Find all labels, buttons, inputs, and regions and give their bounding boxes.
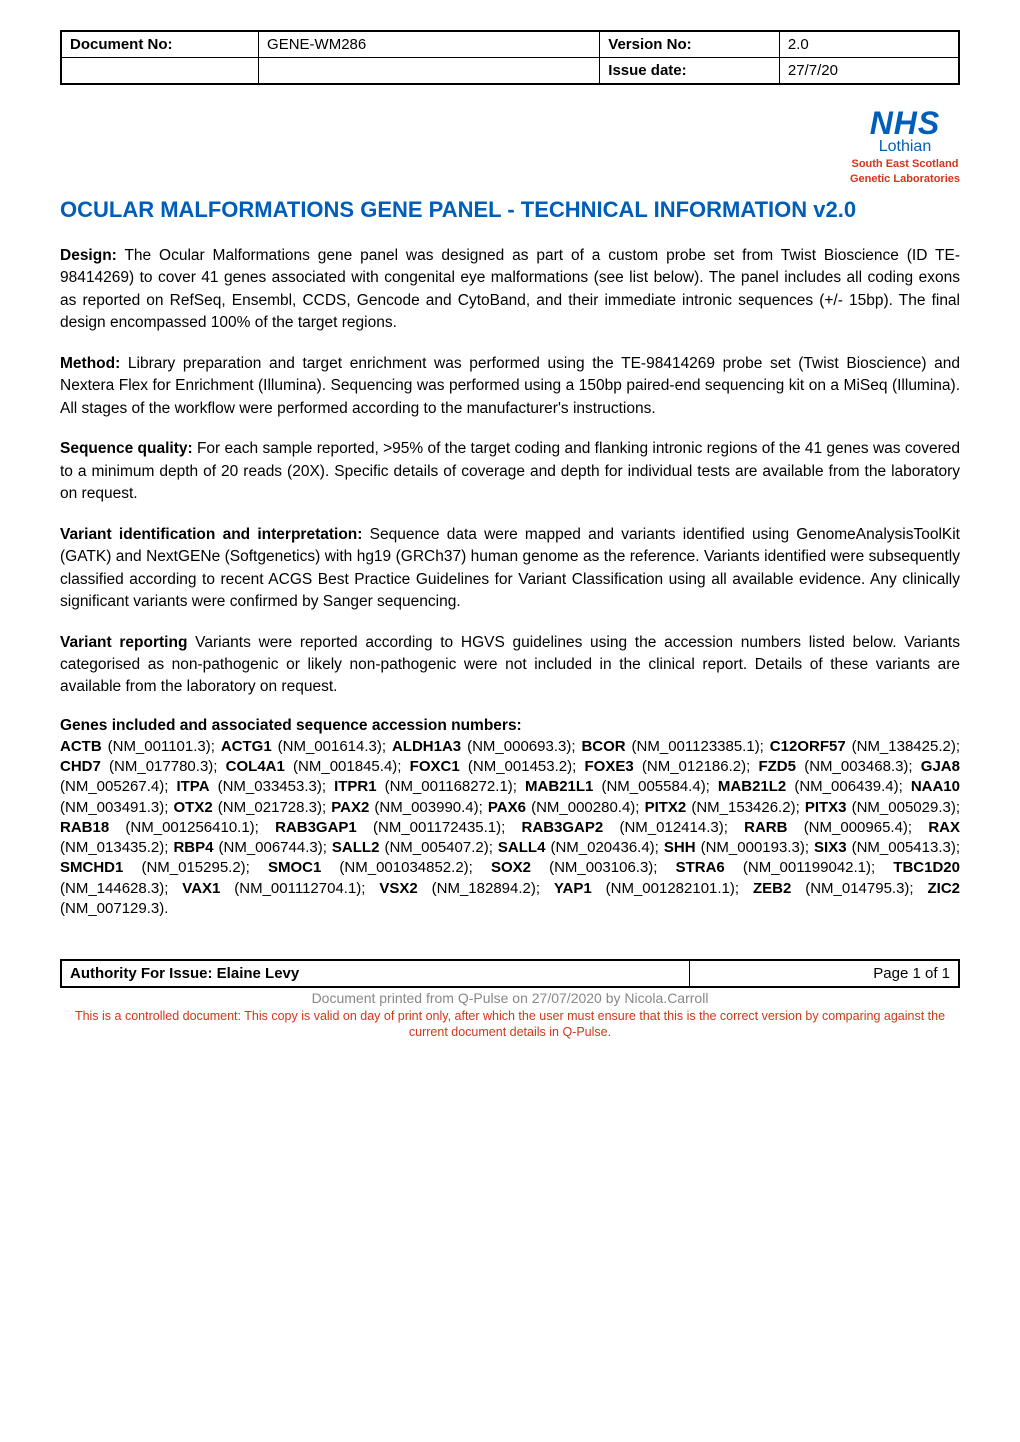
issue-date-value: 27/7/20 (779, 58, 959, 85)
section-design: Design: The Ocular Malformations gene pa… (60, 245, 960, 335)
section-method: Method: Library preparation and target e… (60, 353, 960, 420)
seq-text: For each sample reported, >95% of the ta… (60, 440, 960, 502)
seq-label: Sequence quality: (60, 440, 193, 457)
nhs-sub1: South East Scotland (850, 158, 960, 171)
version-no-label: Version No: (600, 31, 780, 58)
section-sequence-quality: Sequence quality: For each sample report… (60, 438, 960, 505)
table-row: Issue date: 27/7/20 (61, 58, 959, 85)
issue-date-label: Issue date: (600, 58, 780, 85)
page-number: Page 1 of 1 (690, 960, 959, 987)
doc-no-label: Document No: (61, 31, 259, 58)
nhs-lothian-text: Lothian (850, 138, 960, 156)
nhs-logo: NHS Lothian South East Scotland Genetic … (850, 105, 960, 186)
genes-heading: Genes included and associated sequence a… (60, 717, 960, 735)
variant-id-label: Variant identification and interpretatio… (60, 526, 362, 543)
logo-container: NHS Lothian South East Scotland Genetic … (60, 105, 960, 186)
section-variant-identification: Variant identification and interpretatio… (60, 524, 960, 614)
nhs-sub2: Genetic Laboratories (850, 173, 960, 186)
table-row: Document No: GENE-WM286 Version No: 2.0 (61, 31, 959, 58)
footer-table: Authority For Issue: Elaine Levy Page 1 … (60, 959, 960, 988)
section-variant-reporting: Variant reporting Variants were reported… (60, 632, 960, 699)
genes-block: ACTB (NM_001101.3); ACTG1 (NM_001614.3);… (60, 737, 960, 919)
variant-rep-text: Variants were reported according to HGVS… (60, 634, 960, 696)
version-no-value: 2.0 (779, 31, 959, 58)
method-text: Library preparation and target enrichmen… (60, 355, 960, 417)
footer-disclaimer: This is a controlled document: This copy… (60, 1008, 960, 1041)
method-label: Method: (60, 355, 120, 372)
document-page: Document No: GENE-WM286 Version No: 2.0 … (0, 0, 1020, 1071)
page-title: OCULAR MALFORMATIONS GENE PANEL - TECHNI… (60, 196, 960, 225)
header-table: Document No: GENE-WM286 Version No: 2.0 … (60, 30, 960, 85)
table-row: Authority For Issue: Elaine Levy Page 1 … (61, 960, 959, 987)
footer-printed: Document printed from Q-Pulse on 27/07/2… (60, 990, 960, 1006)
design-label: Design: (60, 247, 117, 264)
design-text: The Ocular Malformations gene panel was … (60, 247, 960, 331)
doc-no-value: GENE-WM286 (259, 31, 600, 58)
nhs-logo-text: NHS (850, 105, 960, 142)
authority-label: Authority For Issue: Elaine Levy (61, 960, 690, 987)
variant-rep-label: Variant reporting (60, 634, 187, 651)
